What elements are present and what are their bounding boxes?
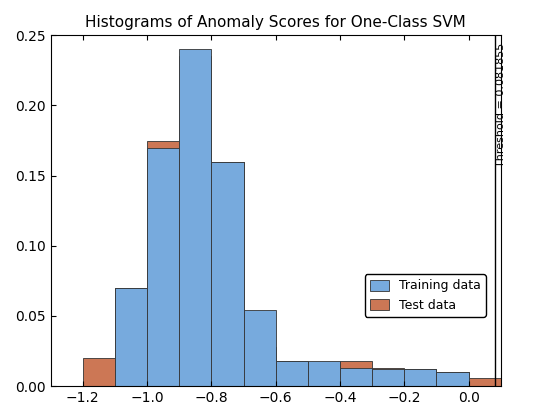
Bar <box>308 361 340 386</box>
Bar <box>211 162 244 386</box>
Bar <box>436 372 469 386</box>
Bar <box>244 347 276 386</box>
Bar <box>211 162 244 386</box>
Bar <box>83 358 115 386</box>
Bar <box>147 141 179 386</box>
Bar <box>340 361 372 386</box>
Bar <box>115 288 147 386</box>
Bar <box>179 56 211 386</box>
Bar <box>404 369 436 386</box>
Bar <box>308 368 340 386</box>
Bar <box>436 372 469 386</box>
Bar <box>244 310 276 386</box>
Bar <box>372 369 404 386</box>
Title: Histograms of Anomaly Scores for One-Class SVM: Histograms of Anomaly Scores for One-Cla… <box>85 15 466 30</box>
Bar <box>372 368 404 386</box>
Bar <box>340 368 372 386</box>
Bar <box>276 361 308 386</box>
Bar <box>404 369 436 386</box>
Bar <box>147 147 179 386</box>
Bar <box>115 288 147 386</box>
Bar <box>469 378 501 386</box>
Bar <box>276 361 308 386</box>
Text: Threshold = 0.081855: Threshold = 0.081855 <box>496 42 506 167</box>
Legend: Training data, Test data: Training data, Test data <box>365 275 486 317</box>
Bar <box>179 50 211 386</box>
